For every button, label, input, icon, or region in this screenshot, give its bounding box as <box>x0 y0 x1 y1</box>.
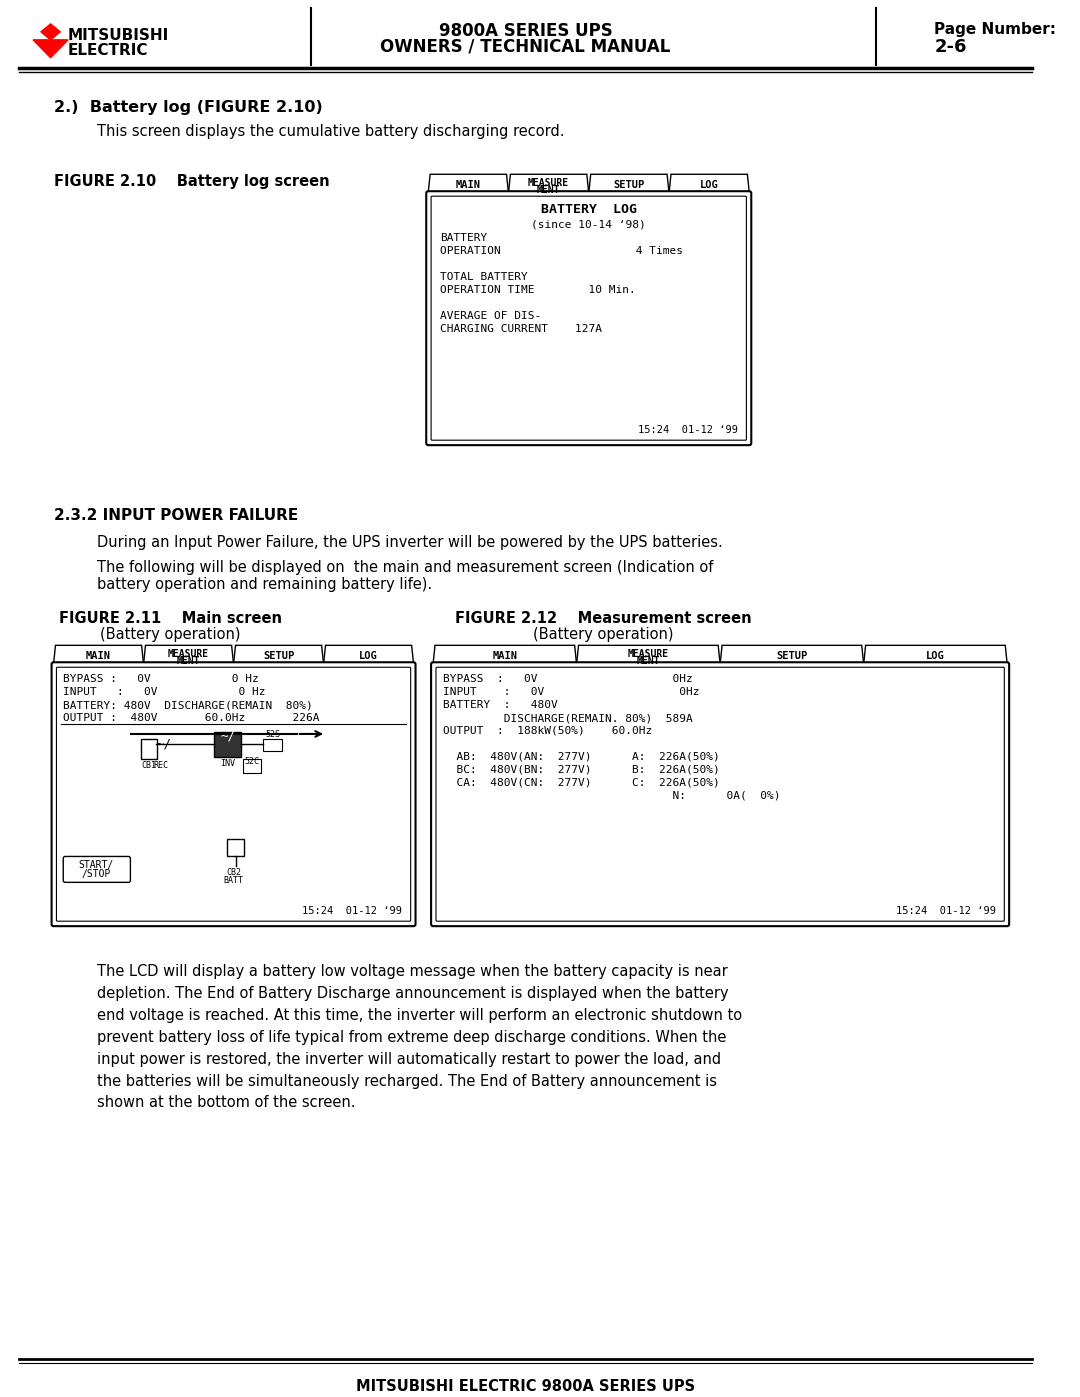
Bar <box>243 759 260 773</box>
Text: BATTERY: 480V  DISCHARGE(REMAIN  80%): BATTERY: 480V DISCHARGE(REMAIN 80%) <box>64 700 313 710</box>
Text: MENT: MENT <box>636 657 660 666</box>
Text: BATT: BATT <box>224 876 244 886</box>
Bar <box>141 739 157 759</box>
Text: OWNERS / TECHNICAL MANUAL: OWNERS / TECHNICAL MANUAL <box>380 38 671 56</box>
Text: MEASURE: MEASURE <box>528 179 569 189</box>
Text: TOTAL BATTERY: TOTAL BATTERY <box>440 272 528 282</box>
Text: ~/: ~/ <box>220 729 235 742</box>
Text: (Battery operation): (Battery operation) <box>534 627 674 643</box>
Text: The following will be displayed on  the main and measurement screen (Indication : The following will be displayed on the m… <box>97 560 714 592</box>
Text: MAIN: MAIN <box>86 651 111 661</box>
Text: INV: INV <box>220 759 235 768</box>
Text: CHARGING CURRENT    127A: CHARGING CURRENT 127A <box>440 324 602 334</box>
Text: the batteries will be simultaneously recharged. The End of Battery announcement : the batteries will be simultaneously rec… <box>97 1073 717 1088</box>
Text: LOG: LOG <box>700 180 718 190</box>
Text: During an Input Power Failure, the UPS inverter will be powered by the UPS batte: During an Input Power Failure, the UPS i… <box>97 535 724 550</box>
Text: OUTPUT  :  188kW(50%)    60.0Hz: OUTPUT : 188kW(50%) 60.0Hz <box>443 726 652 736</box>
Text: MEASURE: MEASURE <box>168 650 210 659</box>
Text: BATTERY: BATTERY <box>440 233 487 243</box>
Text: N:      0A(  0%): N: 0A( 0%) <box>443 791 780 800</box>
Text: Page Number:: Page Number: <box>934 22 1056 36</box>
Text: ~/: ~/ <box>157 738 172 750</box>
Text: 52C: 52C <box>244 757 259 766</box>
Text: CB2: CB2 <box>226 869 241 877</box>
Text: BATTERY  :   480V: BATTERY : 480V <box>443 700 557 710</box>
Text: MAIN: MAIN <box>456 180 481 190</box>
Text: SETUP: SETUP <box>262 651 294 661</box>
Text: BATTERY  LOG: BATTERY LOG <box>541 203 637 217</box>
Text: input power is restored, the inverter will automatically restart to power the lo: input power is restored, the inverter wi… <box>97 1052 721 1067</box>
FancyBboxPatch shape <box>427 191 752 446</box>
Text: AVERAGE OF DIS-: AVERAGE OF DIS- <box>440 310 541 321</box>
Text: OPERATION                    4 Times: OPERATION 4 Times <box>440 246 683 256</box>
Text: BC:  480V(BN:  277V)      B:  226A(50%): BC: 480V(BN: 277V) B: 226A(50%) <box>443 764 719 775</box>
Polygon shape <box>41 24 60 41</box>
Text: FIGURE 2.10    Battery log screen: FIGURE 2.10 Battery log screen <box>54 175 329 189</box>
Text: SETUP: SETUP <box>777 651 808 661</box>
Text: CB1: CB1 <box>141 761 157 770</box>
Text: 2.)  Battery log (FIGURE 2.10): 2.) Battery log (FIGURE 2.10) <box>54 99 322 115</box>
Text: MENT: MENT <box>177 657 200 666</box>
Text: 15:24  01-12 ‘99: 15:24 01-12 ‘99 <box>302 907 402 916</box>
Text: MENT: MENT <box>537 186 561 196</box>
FancyBboxPatch shape <box>52 662 416 926</box>
Text: 15:24  01-12 ‘99: 15:24 01-12 ‘99 <box>895 907 996 916</box>
Text: (since 10-14 ‘98): (since 10-14 ‘98) <box>531 219 646 229</box>
Text: MITSUBISHI ELECTRIC 9800A SERIES UPS: MITSUBISHI ELECTRIC 9800A SERIES UPS <box>356 1379 696 1394</box>
Text: MITSUBISHI: MITSUBISHI <box>68 28 170 43</box>
Text: shown at the bottom of the screen.: shown at the bottom of the screen. <box>97 1095 355 1111</box>
FancyBboxPatch shape <box>431 196 746 440</box>
Text: The LCD will display a battery low voltage message when the battery capacity is : The LCD will display a battery low volta… <box>97 964 728 979</box>
FancyBboxPatch shape <box>436 668 1004 921</box>
Text: OUTPUT :  480V       60.0Hz       226A: OUTPUT : 480V 60.0Hz 226A <box>64 712 320 724</box>
Text: (Battery operation): (Battery operation) <box>100 627 241 643</box>
Bar <box>227 838 244 856</box>
Text: REC: REC <box>153 761 168 770</box>
Text: START/: START/ <box>79 861 114 870</box>
Text: depletion. The End of Battery Discharge announcement is displayed when the batte: depletion. The End of Battery Discharge … <box>97 986 729 1000</box>
Text: FIGURE 2.12    Measurement screen: FIGURE 2.12 Measurement screen <box>455 612 752 626</box>
Text: 2-6: 2-6 <box>934 38 967 56</box>
Text: FIGURE 2.11    Main screen: FIGURE 2.11 Main screen <box>58 612 282 626</box>
Text: BYPASS  :   0V                    0Hz: BYPASS : 0V 0Hz <box>443 675 692 685</box>
Text: AB:  480V(AN:  277V)      A:  226A(50%): AB: 480V(AN: 277V) A: 226A(50%) <box>443 752 719 761</box>
Text: LOG: LOG <box>926 651 945 661</box>
Text: 52S: 52S <box>265 731 280 739</box>
Text: BYPASS :   0V            0 Hz: BYPASS : 0V 0 Hz <box>64 675 259 685</box>
Text: /STOP: /STOP <box>82 869 111 879</box>
Bar <box>262 739 282 752</box>
Text: 2.3.2 INPUT POWER FAILURE: 2.3.2 INPUT POWER FAILURE <box>54 509 298 522</box>
Text: MAIN: MAIN <box>492 651 517 661</box>
Text: DISCHARGE(REMAIN. 80%)  589A: DISCHARGE(REMAIN. 80%) 589A <box>443 712 692 724</box>
Text: LOG: LOG <box>360 651 378 661</box>
FancyBboxPatch shape <box>64 856 131 883</box>
Text: This screen displays the cumulative battery discharging record.: This screen displays the cumulative batt… <box>97 124 565 140</box>
Text: INPUT   :   0V            0 Hz: INPUT : 0V 0 Hz <box>64 687 266 697</box>
Text: MEASURE: MEASURE <box>627 650 669 659</box>
Text: ELECTRIC: ELECTRIC <box>68 43 149 57</box>
Text: CA:  480V(CN:  277V)      C:  226A(50%): CA: 480V(CN: 277V) C: 226A(50%) <box>443 778 719 788</box>
FancyBboxPatch shape <box>56 668 410 921</box>
Text: OPERATION TIME        10 Min.: OPERATION TIME 10 Min. <box>440 285 636 295</box>
Text: SETUP: SETUP <box>613 180 645 190</box>
Text: end voltage is reached. At this time, the inverter will perform an electronic sh: end voltage is reached. At this time, th… <box>97 1007 742 1023</box>
FancyBboxPatch shape <box>431 662 1009 926</box>
Text: 9800A SERIES UPS: 9800A SERIES UPS <box>438 22 612 41</box>
Text: prevent battery loss of life typical from extreme deep discharge conditions. Whe: prevent battery loss of life typical fro… <box>97 1030 727 1045</box>
Bar <box>214 732 241 757</box>
Polygon shape <box>33 41 68 57</box>
Text: 15:24  01-12 ‘99: 15:24 01-12 ‘99 <box>637 425 738 436</box>
Text: INPUT    :   0V                    0Hz: INPUT : 0V 0Hz <box>443 687 699 697</box>
